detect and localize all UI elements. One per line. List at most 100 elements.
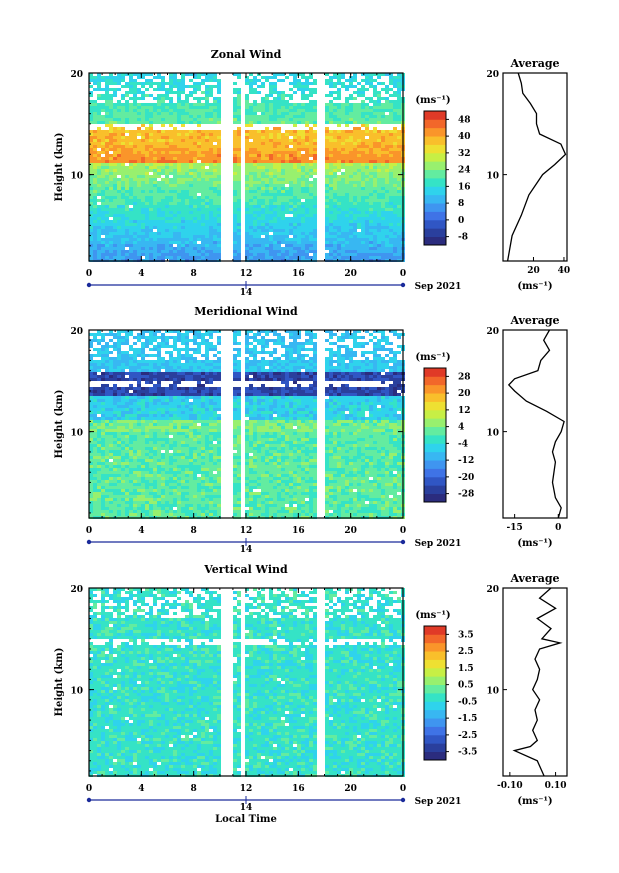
heatmap-cell [337,133,341,136]
heatmap-cell [177,190,181,193]
heatmap-cell [313,154,317,157]
heatmap-cell [257,145,261,148]
heatmap-cell [329,76,333,79]
heatmap-cell [385,223,389,226]
heatmap-cell [209,250,213,253]
heatmap-cell [341,157,345,160]
heatmap-cell [245,103,249,106]
heatmap-cell [105,163,109,166]
heatmap-cell [197,148,201,151]
heatmap-cell [209,133,213,136]
heatmap-cell [185,100,189,103]
heatmap-cell [193,333,197,336]
heatmap-cell [349,175,353,178]
heatmap-cell [249,172,253,175]
heatmap-cell [157,100,161,103]
heatmap-cell [273,366,277,369]
heatmap-cell [93,339,97,342]
heatmap-cell [333,133,337,136]
heatmap-cell [109,223,113,226]
heatmap-cell [185,190,189,193]
heatmap-cell [197,348,201,351]
heatmap-cell [325,241,329,244]
heatmap-cell [109,106,113,109]
heatmap-cell [185,112,189,115]
heatmap-cell [265,79,269,82]
heatmap-cell [197,184,201,187]
heatmap-cell [209,91,213,94]
heatmap-cell [345,112,349,115]
heatmap-cell [325,94,329,97]
heatmap-cell [165,229,169,232]
heatmap-cell [201,363,205,366]
heatmap-cell [341,253,345,256]
heatmap-cell [233,342,237,345]
heatmap-cell [109,253,113,256]
heatmap-cell [193,232,197,235]
heatmap-cell [361,151,365,154]
heatmap-cell [189,172,193,175]
heatmap-cell [285,100,289,103]
heatmap-cell [93,112,97,115]
heatmap-cell [173,205,177,208]
heatmap-cell [389,139,393,142]
heatmap-cell [217,100,221,103]
heatmap-cell [105,220,109,223]
heatmap-cell [393,127,397,130]
heatmap-cell [313,241,317,244]
heatmap-cell [141,336,145,339]
heatmap-cell [157,336,161,339]
heatmap-cell [173,196,177,199]
heatmap-cell [285,250,289,253]
heatmap-cell [377,151,381,154]
heatmap-cell [333,148,337,151]
heatmap-cell [353,139,357,142]
heatmap-cell [181,342,185,345]
heatmap-cell [313,115,317,118]
heatmap-cell [281,253,285,256]
heatmap-cell [129,193,133,196]
heatmap-cell [381,88,385,91]
heatmap-cell [377,330,381,333]
heatmap-cell [349,109,353,112]
heatmap-cell [237,133,241,136]
heatmap-cell [149,229,153,232]
heatmap-cell [265,253,269,256]
heatmap-cell [361,100,365,103]
heatmap-cell [249,226,253,229]
heatmap-cell [125,130,129,133]
heatmap-cell [109,205,113,208]
heatmap-cell [233,166,237,169]
heatmap-cell [93,166,97,169]
heatmap-cell [233,360,237,363]
heatmap-cell [269,130,273,133]
heatmap-cell [289,73,293,76]
heatmap-cell [185,208,189,211]
heatmap-cell [289,196,293,199]
heatmap-cell [189,193,193,196]
heatmap-cell [389,208,393,211]
heatmap-cell [345,202,349,205]
heatmap-cell [361,205,365,208]
heatmap-cell [101,256,105,259]
heatmap-cell [149,202,153,205]
heatmap-cell [389,106,393,109]
heatmap-cell [377,142,381,145]
heatmap-cell [141,253,145,256]
heatmap-cell [125,363,129,366]
heatmap-cell [305,366,309,369]
heatmap-cell [233,172,237,175]
heatmap-cell [325,106,329,109]
heatmap-cell [137,148,141,151]
heatmap-cell [305,235,309,238]
heatmap-cell [205,366,209,369]
heatmap-cell [257,175,261,178]
heatmap-cell [373,363,377,366]
heatmap-cell [181,223,185,226]
heatmap-cell [205,205,209,208]
heatmap-cell [233,181,237,184]
heatmap-cell [165,169,169,172]
colorbar-swatch [424,111,446,120]
heatmap-cell [309,166,313,169]
heatmap-cell [149,187,153,190]
